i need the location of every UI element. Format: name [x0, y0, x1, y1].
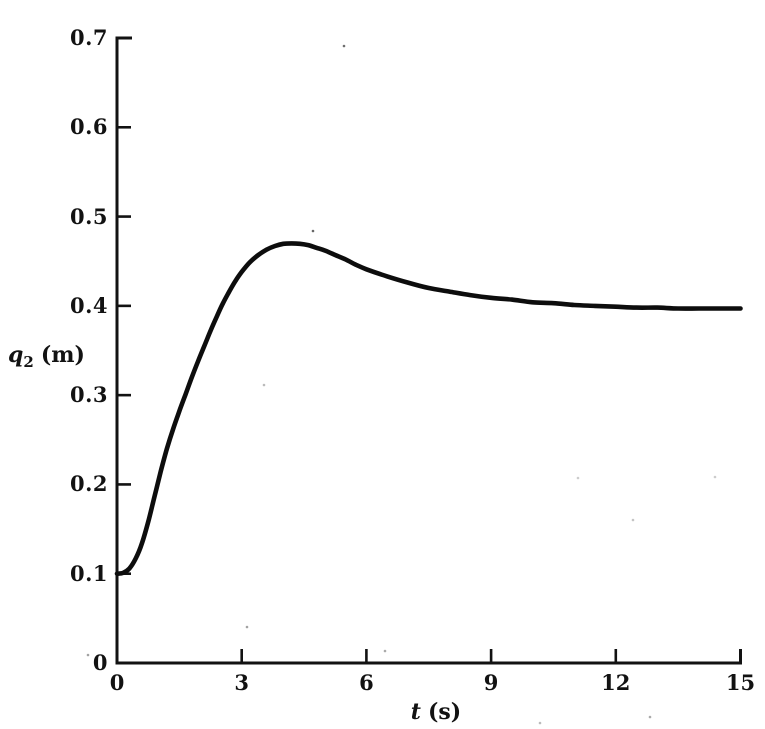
scan-speck — [648, 715, 652, 719]
x-tick-label: 15 — [725, 670, 756, 695]
scan-speck — [86, 653, 90, 657]
scan-speck — [538, 721, 542, 725]
y-tick-label: 0.3 — [69, 382, 108, 408]
y-tick-label: 0.2 — [69, 471, 108, 497]
x-axis-unit: (s) — [427, 699, 462, 725]
x-tick-label: 6 — [359, 670, 374, 695]
x-tick-label: 3 — [234, 670, 249, 695]
x-tick-label: 0 — [109, 670, 125, 695]
x-tick-label: 9 — [483, 670, 499, 695]
scan-speck — [245, 625, 249, 629]
x-axis-symbol: t — [410, 699, 421, 725]
scan-speck — [311, 229, 315, 233]
scan-speck — [262, 383, 266, 387]
y-tick-label: 0.7 — [69, 25, 108, 50]
response-curve — [114, 241, 743, 576]
scan-speck — [576, 476, 580, 480]
y-axis-title: q2 (m) — [8, 342, 85, 371]
y-tick-label: 0.1 — [69, 560, 108, 586]
y-tick-label: 0.6 — [69, 114, 108, 140]
scan-speck — [342, 44, 346, 48]
x-axis-title: t (s) — [376, 699, 496, 725]
scan-speck — [631, 518, 635, 522]
y-tick-label: 0 — [92, 650, 108, 675]
y-tick-label: 0.5 — [69, 203, 108, 229]
y-tick-label: 0.4 — [69, 292, 108, 318]
scan-speck — [713, 475, 717, 479]
y-axis-symbol: q — [8, 342, 24, 368]
x-tick-label: 12 — [601, 670, 631, 695]
y-axis-unit: (m) — [40, 342, 85, 368]
y-axis-subscript: 2 — [23, 353, 34, 371]
scan-speck — [383, 649, 387, 653]
